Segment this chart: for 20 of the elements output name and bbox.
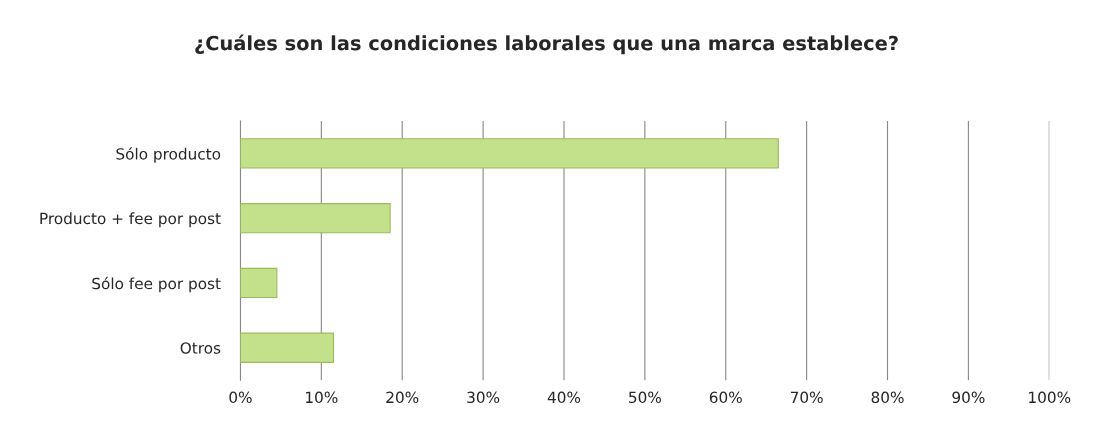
bar [240, 138, 779, 169]
y-tick-label: Otros [180, 342, 221, 354]
chart-title: ¿Cuáles son las condiciones laborales que una marca establece? [195, 34, 898, 55]
x-tick-label: 30% [467, 391, 500, 404]
y-tick-label: Sólo producto [116, 147, 221, 163]
x-tick-label: 20% [386, 391, 419, 404]
x-tick-label: 90% [952, 391, 985, 404]
y-tick-label: Sólo fee por post [92, 276, 221, 293]
x-tick-label: 0% [229, 391, 252, 404]
x-tick-label: 10% [306, 391, 338, 404]
x-tick-label: 80% [871, 391, 904, 404]
bar [240, 203, 391, 234]
x-tick-label: 100% [1029, 391, 1071, 404]
y-tick-label: Producto + fee por post [40, 212, 221, 228]
x-tick-label: 40% [547, 391, 581, 404]
bar [240, 332, 335, 363]
x-tick-label: 70% [790, 391, 823, 404]
x-tick-label: 60% [709, 391, 742, 404]
bar [240, 267, 278, 299]
x-tick-label: 50% [629, 391, 662, 404]
